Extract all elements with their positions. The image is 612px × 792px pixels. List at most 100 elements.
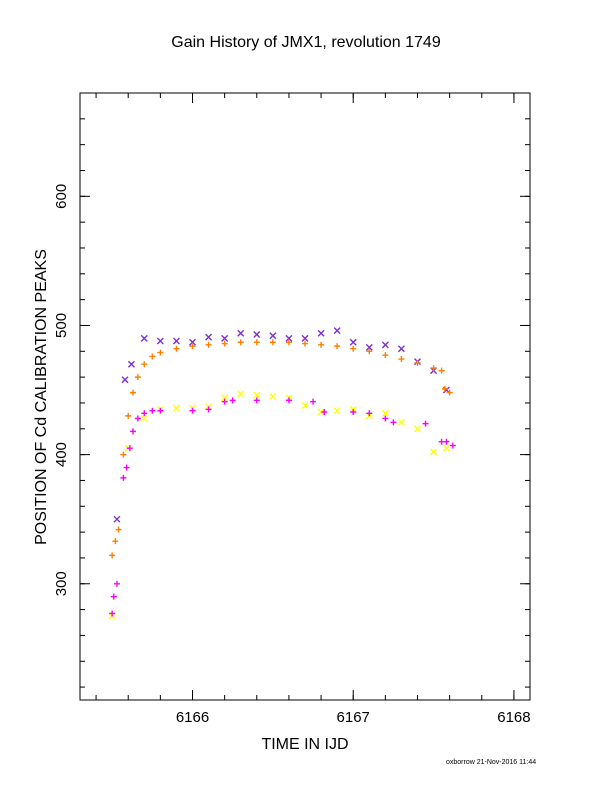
data-point	[109, 610, 116, 617]
series-2	[109, 339, 453, 559]
data-point	[349, 338, 357, 346]
x-axis-label: TIME IN IJD	[261, 736, 349, 753]
data-point	[301, 334, 309, 342]
x-tick-label: 6166	[176, 709, 209, 726]
data-point	[229, 397, 236, 404]
data-point	[109, 552, 116, 559]
data-point	[156, 337, 164, 345]
data-point	[422, 420, 429, 427]
data-point	[318, 341, 325, 348]
data-point	[398, 356, 405, 363]
data-point	[442, 444, 450, 452]
data-point	[285, 334, 293, 342]
data-point	[414, 425, 421, 433]
y-tick-label: 500	[53, 313, 70, 338]
chart-title: Gain History of JMX1, revolution 1749	[171, 34, 441, 51]
axis-ticks: 6166 6167 6168 300 400 500 600	[53, 92, 531, 726]
data-point	[237, 390, 245, 398]
data-point	[449, 442, 456, 449]
data-point	[350, 408, 357, 415]
data-point	[333, 327, 341, 335]
data-point	[110, 593, 117, 600]
data-point	[285, 397, 292, 404]
data-point	[121, 376, 129, 384]
data-point	[134, 374, 141, 381]
data-point	[285, 339, 292, 346]
data-point	[125, 412, 132, 419]
data-point	[443, 438, 450, 445]
data-point	[141, 361, 148, 368]
data-point	[205, 333, 213, 341]
data-point	[237, 339, 244, 346]
x-tick-label: 6168	[497, 709, 530, 726]
data-point	[382, 352, 389, 359]
data-point	[113, 580, 120, 587]
data-point	[365, 343, 373, 351]
data-point	[130, 428, 137, 435]
data-point	[189, 343, 196, 350]
data-point	[157, 407, 164, 414]
data-point	[237, 329, 245, 337]
data-point	[382, 415, 389, 422]
data-point	[221, 398, 228, 405]
data-point	[414, 359, 421, 366]
data-point	[172, 337, 180, 345]
plot-area-border	[79, 92, 531, 701]
data-point	[317, 408, 325, 416]
data-point	[134, 415, 141, 422]
data-point	[157, 349, 164, 356]
data-point	[301, 402, 309, 410]
data-point	[302, 340, 308, 347]
x-tick-label: 6167	[337, 709, 370, 726]
y-tick-label: 400	[53, 442, 70, 467]
data-point	[253, 331, 261, 339]
data-point	[141, 410, 148, 417]
data-point	[253, 391, 261, 399]
data-point	[333, 407, 341, 415]
data-point	[140, 414, 148, 422]
data-point	[115, 526, 122, 533]
data-point	[269, 393, 277, 400]
data-point	[366, 410, 373, 417]
footer-credit: oxborrow 21-Nov-2016 11:44	[446, 759, 537, 766]
data-point	[310, 398, 317, 405]
data-point	[173, 345, 180, 352]
data-point	[350, 345, 357, 352]
data-point	[189, 338, 196, 346]
data-point	[112, 538, 119, 545]
data-point	[269, 339, 276, 346]
data-point	[397, 418, 405, 426]
data-point	[438, 367, 445, 374]
data-point	[253, 339, 260, 346]
data-point	[430, 448, 438, 456]
data-point	[120, 474, 127, 481]
data-point	[205, 341, 212, 348]
data-point	[123, 464, 130, 471]
data-point	[130, 389, 137, 396]
data-point	[149, 353, 156, 360]
data-point	[334, 343, 341, 350]
data-point	[381, 409, 389, 417]
data-point	[127, 360, 135, 368]
data-point	[149, 407, 156, 414]
data-point	[189, 407, 196, 414]
data-point	[446, 389, 453, 396]
data-point	[140, 334, 148, 342]
data-point	[390, 419, 397, 426]
data-point	[253, 397, 260, 404]
plot-frame	[79, 92, 531, 701]
data-point	[397, 345, 405, 353]
data-point	[221, 394, 229, 402]
data-point	[269, 332, 277, 340]
data-point	[366, 348, 373, 355]
data-point	[126, 445, 133, 452]
data-point	[221, 334, 229, 342]
data-point	[381, 341, 389, 349]
data-point	[430, 365, 437, 372]
data-points	[108, 327, 456, 620]
y-tick-label: 300	[53, 571, 70, 596]
data-point	[441, 385, 448, 392]
data-point	[321, 408, 328, 415]
data-point	[221, 340, 228, 347]
